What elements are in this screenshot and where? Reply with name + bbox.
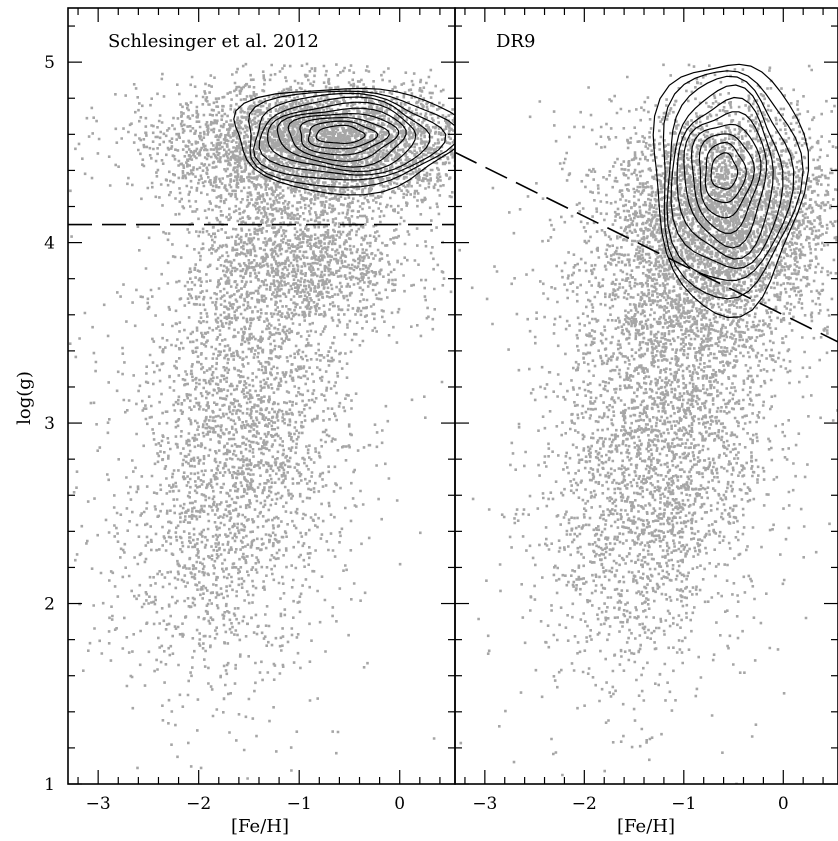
y-tick-label: 4 [44,234,55,254]
scatter-points-left [69,63,457,780]
x-tick-label-right: −3 [472,794,497,814]
scatter-points-right [458,64,838,786]
frame-right [455,8,838,784]
dividing-line-right [455,152,838,341]
y-axis-label: log(g) [14,371,35,425]
x-tick-label-right: 0 [778,794,789,814]
y-tick-label: 2 [44,595,55,615]
y-tick-label: 3 [44,414,55,434]
x-tick-label-left: 0 [394,794,405,814]
x-axis-label-left: [Fe/H] [231,816,289,837]
x-tick-label-left: −2 [186,794,211,814]
x-axis-label-right: [Fe/H] [617,816,675,837]
x-tick-label-left: −3 [86,794,111,814]
panel-label-left: Schlesinger et al. 2012 [108,31,319,52]
y-tick-label: 5 [44,53,55,73]
x-tick-label-right: −2 [572,794,597,814]
scatter-points-left [69,63,457,780]
x-tick-label-left: −1 [287,794,312,814]
panel-right: −3 −2 −1 0 DR9 [Fe/H] [455,8,838,837]
panel-left: −3 −2 −1 0 1 2 3 4 5 Schlesinger et al. 2012 [Fe… [14,8,467,837]
scatter-points-right [458,64,838,786]
panel-label-right: DR9 [496,31,535,52]
x-tick-label-right: −1 [671,794,696,814]
y-tick-label: 1 [44,775,55,795]
